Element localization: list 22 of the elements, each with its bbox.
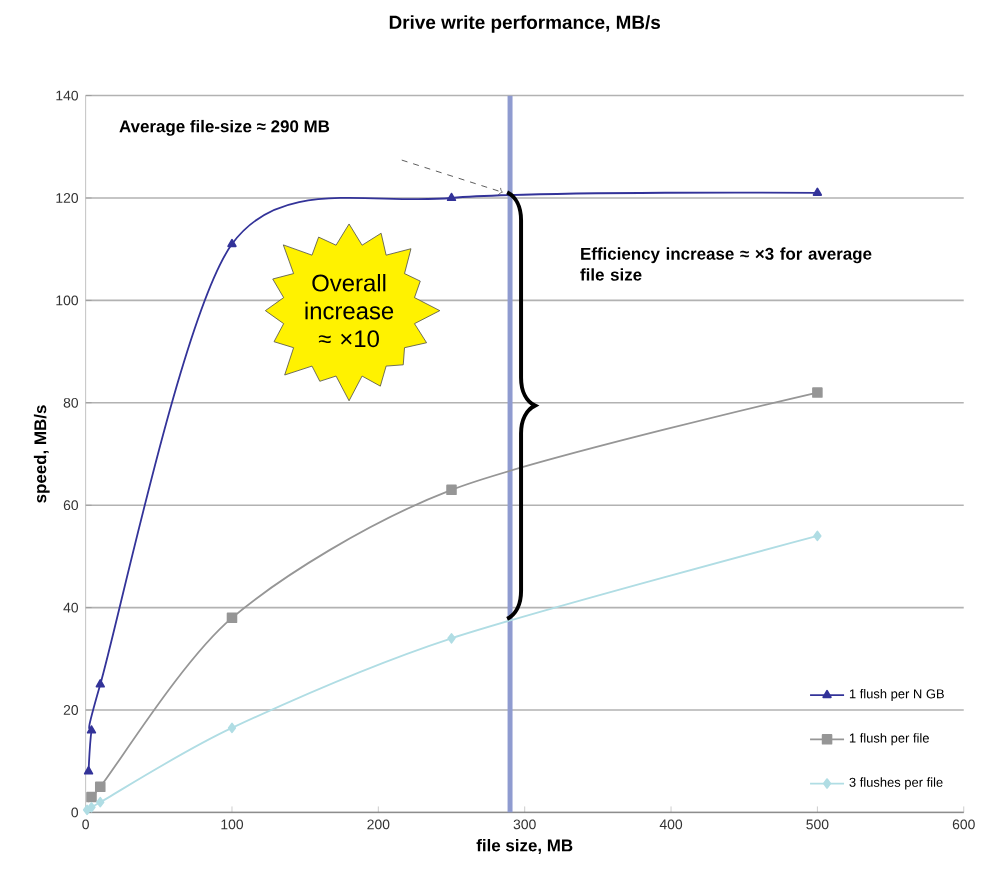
- point: [87, 801, 96, 813]
- annotation: Overall increase ≈ ×10: [305, 273, 394, 348]
- point: [86, 791, 97, 803]
- point: [812, 387, 823, 398]
- annotation: Average file-size ≈ 290 MB: [119, 119, 330, 136]
- point: [447, 633, 456, 644]
- y-axis-title: speed, MB/s: [33, 405, 50, 503]
- point: [96, 796, 105, 808]
- point: [94, 781, 106, 793]
- point: [446, 192, 457, 202]
- x-axis-title: file size, MB: [476, 838, 573, 854]
- annotation: Efficiency increase ≈ ×3 for average file size: [580, 247, 872, 281]
- point: [812, 187, 823, 196]
- point: [813, 530, 822, 542]
- point: [227, 238, 237, 248]
- point: [226, 612, 238, 624]
- chart-title: Drive write performance, MB/s: [389, 15, 661, 33]
- point: [227, 722, 237, 734]
- point: [446, 484, 457, 496]
- point: [83, 766, 94, 775]
- point: [95, 679, 105, 688]
- point: [86, 725, 97, 734]
